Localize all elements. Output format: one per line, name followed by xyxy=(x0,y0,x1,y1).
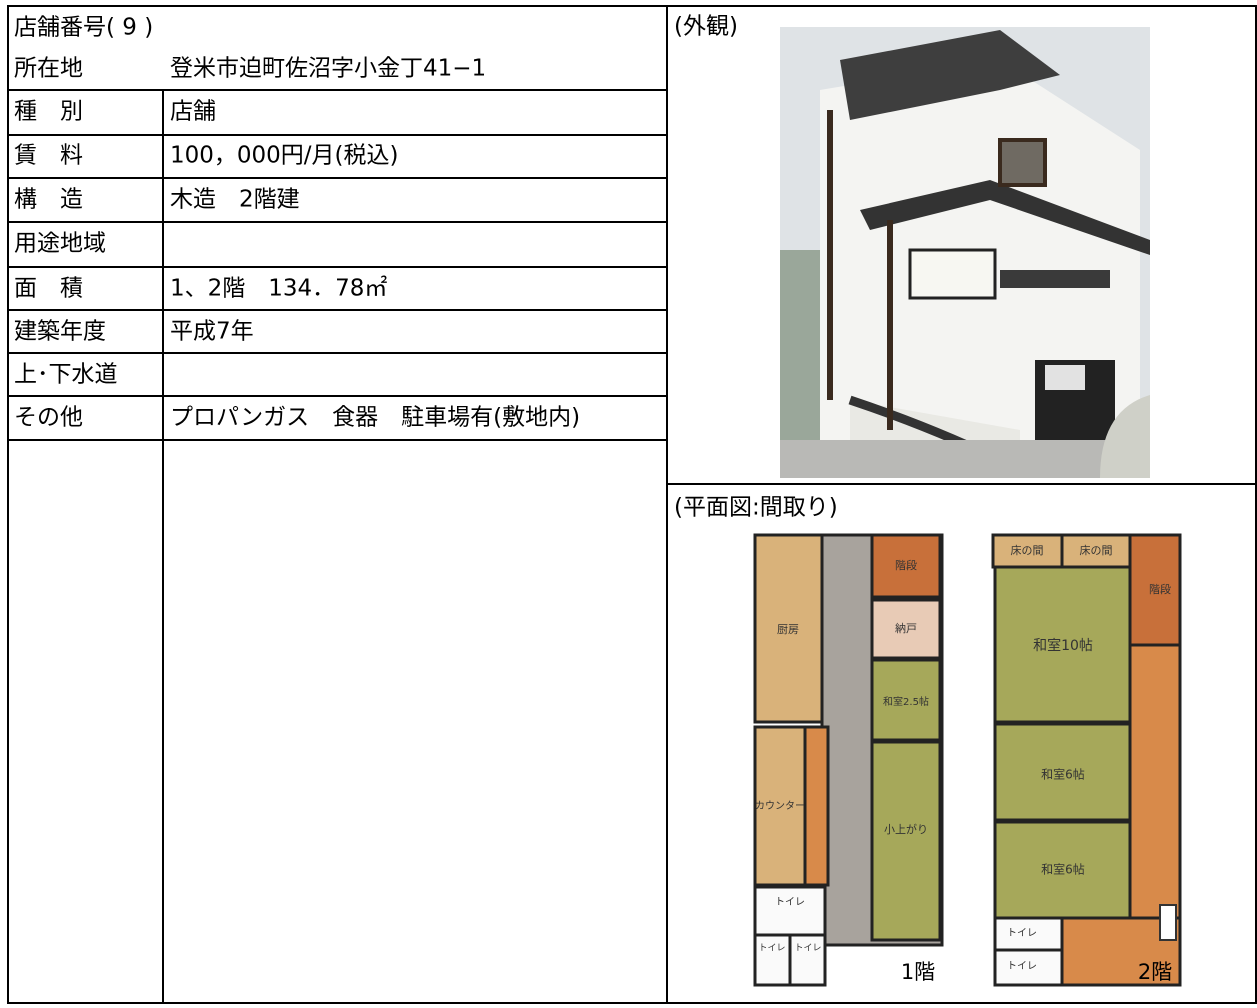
plan-shape xyxy=(1159,904,1177,941)
plan-shape xyxy=(840,30,1060,120)
room-label: 階段 xyxy=(1149,582,1171,596)
plan-shape xyxy=(998,138,1047,187)
floor2-plan xyxy=(991,533,1182,987)
row-value: 1、2階 134．78㎡ xyxy=(170,276,387,302)
plan-shape xyxy=(1060,533,1132,569)
room-label: トイレ xyxy=(775,897,805,908)
room-label: トイレ xyxy=(794,944,821,954)
plan-shape xyxy=(1045,365,1085,390)
row-value: 平成7年 xyxy=(170,319,254,345)
outer-border xyxy=(7,5,1257,1004)
room-label: 床の間 xyxy=(1080,544,1113,557)
row-label: 面 積 xyxy=(14,276,83,302)
room-label: 和室6帖 xyxy=(1041,862,1085,877)
floor1-plan xyxy=(753,533,944,987)
floor-name: 1階 xyxy=(901,960,935,984)
plan-shape xyxy=(870,533,942,599)
row-label: 種 別 xyxy=(14,99,83,125)
room-label: 厨房 xyxy=(777,623,799,636)
plan-shape xyxy=(1000,270,1110,288)
room-label: 階段 xyxy=(895,558,917,572)
plan-shape xyxy=(870,740,942,942)
room-label: トイレ xyxy=(758,944,785,954)
room-label: 和室10帖 xyxy=(1033,638,1093,654)
row-label: 所在地 xyxy=(14,56,83,82)
room-label: 床の間 xyxy=(1011,544,1044,557)
plan-shape xyxy=(1128,533,1182,647)
room-label: カウンター xyxy=(755,800,805,812)
floor-name: 2階 xyxy=(1138,960,1172,984)
room-label: トイレ xyxy=(1007,928,1037,939)
row-label: 上･下水道 xyxy=(14,362,118,388)
room-label: 和室2.5帖 xyxy=(883,695,929,708)
plan-shape xyxy=(1100,395,1150,478)
row-value: 登米市迫町佐沼字小金丁41−1 xyxy=(170,56,486,82)
plan-shape xyxy=(803,725,830,887)
row-value: 100，000円/月(税込) xyxy=(170,143,399,169)
row-label: その他 xyxy=(14,405,83,431)
plan-shape xyxy=(753,533,824,724)
row-lines xyxy=(8,89,667,441)
plan-shape xyxy=(870,598,942,660)
table: 所在地 登米市迫町佐沼字小金丁41−1 種 別 店舗賃 料 100，000円/月(税込)… xyxy=(14,56,580,431)
plan-shape xyxy=(780,440,1150,478)
room-label: 和室6帖 xyxy=(1041,767,1085,782)
row-label: 建築年度 xyxy=(14,319,106,345)
row-value: 木造 2階建 xyxy=(170,187,300,213)
plan-shape xyxy=(993,565,1132,724)
plan-shape xyxy=(870,658,942,742)
row-value: プロパンガス 食器 駐車場有(敷地内) xyxy=(170,405,580,431)
row-label: 用途地域 xyxy=(14,231,106,257)
plan-shape xyxy=(993,820,1132,920)
room-label: 小上がり xyxy=(884,822,928,836)
title: 店舗番号( 9 ) xyxy=(14,15,153,41)
row-value: 店舗 xyxy=(170,99,216,125)
room-label: 納戸 xyxy=(895,621,917,635)
row-label: 構 造 xyxy=(14,187,83,213)
plan-shape xyxy=(993,722,1132,822)
room-label: トイレ xyxy=(1007,961,1037,972)
plan-shape xyxy=(908,248,997,300)
exterior-photo xyxy=(780,27,1150,478)
photo-label: (外観) xyxy=(674,14,738,40)
plan-shape xyxy=(860,180,1150,255)
floor-plan-label: (平面図:間取り) xyxy=(674,495,838,521)
row-label: 賃 料 xyxy=(14,143,83,169)
